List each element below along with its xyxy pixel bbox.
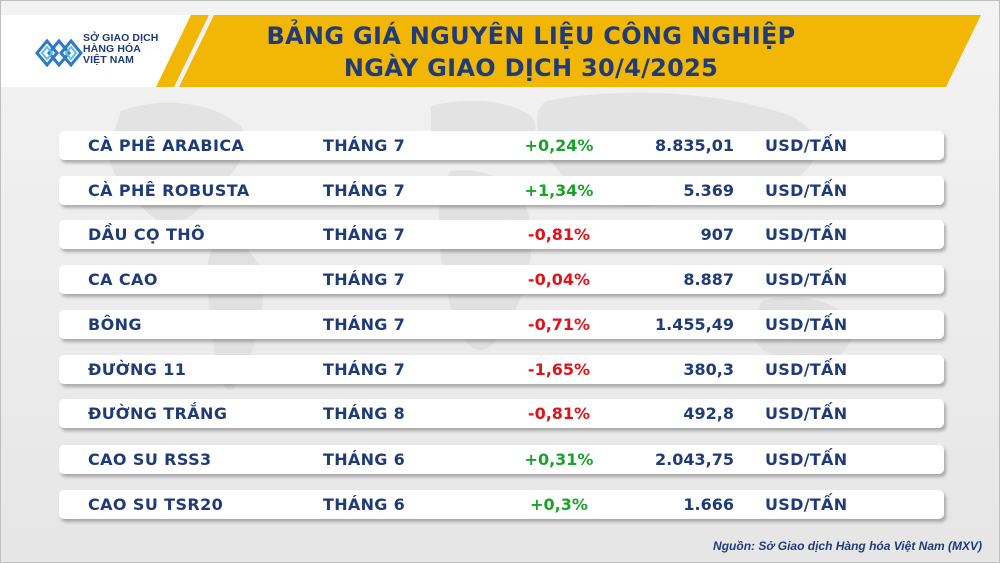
contract-month: THÁNG 6 [323, 495, 406, 514]
table-row: BÔNG THÁNG 7 -0,71% 1.455,49 USD/TẤN [59, 310, 944, 339]
title-line-2: NGÀY GIAO DỊCH 30/4/2025 [343, 54, 719, 82]
logo-line-2: HÀNG HÓA [83, 43, 141, 55]
price-unit: USD/TẤN [765, 136, 848, 155]
price-change: +0,3% [530, 495, 588, 514]
price-value: 380,3 [683, 360, 734, 379]
price-change: +0,31% [524, 450, 594, 469]
price-value: 2.043,75 [655, 450, 734, 469]
source-note: Nguồn: Sở Giao dịch Hàng hóa Việt Nam (M… [713, 539, 982, 553]
contract-month: THÁNG 8 [323, 404, 406, 423]
contract-month: THÁNG 7 [323, 225, 406, 244]
commodity-name: CÀ PHÊ ARABICA [88, 136, 245, 155]
price-change: -0,71% [527, 315, 591, 334]
price-unit: USD/TẤN [765, 360, 848, 379]
contract-month: THÁNG 7 [323, 360, 406, 379]
price-value: 492,8 [683, 404, 734, 423]
commodity-name: BÔNG [88, 315, 142, 334]
table-row: CAO SU RSS3 THÁNG 6 +0,31% 2.043,75 USD/… [59, 445, 944, 474]
commodity-name: ĐƯỜNG 11 [88, 360, 187, 379]
table-row: ĐƯỜNG TRẮNG THÁNG 8 -0,81% 492,8 USD/TẤN [59, 399, 944, 428]
price-change: -0,04% [527, 270, 591, 289]
logo-line-1: SỞ GIAO DỊCH [83, 32, 159, 44]
header-banner [1, 15, 981, 87]
price-unit: USD/TẤN [765, 225, 848, 244]
price-change: -0,81% [527, 225, 591, 244]
price-unit: USD/TẤN [765, 181, 848, 200]
table-row: ĐƯỜNG 11 THÁNG 7 -1,65% 380,3 USD/TẤN [59, 355, 944, 384]
price-value: 8.887 [683, 270, 734, 289]
price-change: -1,65% [527, 360, 591, 379]
price-value: 1.666 [683, 495, 734, 514]
commodity-name: CA CAO [88, 270, 158, 289]
price-change: +0,24% [524, 136, 594, 155]
contract-month: THÁNG 7 [323, 136, 406, 155]
page-title: BẢNG GIÁ NGUYÊN LIỆU CÔNG NGHIỆP NGÀY GI… [211, 20, 851, 84]
price-unit: USD/TẤN [765, 315, 848, 334]
price-unit: USD/TẤN [765, 495, 848, 514]
logo-text: SỞ GIAO DỊCH HÀNG HÓA VIỆT NAM [83, 33, 159, 66]
price-unit: USD/TẤN [765, 404, 848, 423]
logo-line-3: VIỆT NAM [83, 54, 134, 66]
contract-month: THÁNG 6 [323, 450, 406, 469]
table-row: CÀ PHÊ ROBUSTA THÁNG 7 +1,34% 5.369 USD/… [59, 176, 944, 205]
contract-month: THÁNG 7 [323, 181, 406, 200]
table-row: DẦU CỌ THÔ THÁNG 7 -0,81% 907 USD/TẤN [59, 220, 944, 249]
price-unit: USD/TẤN [765, 270, 848, 289]
price-value: 907 [700, 225, 734, 244]
price-value: 8.835,01 [655, 136, 734, 155]
commodity-name: ĐƯỜNG TRẮNG [88, 404, 228, 423]
price-change: -0,81% [527, 404, 591, 423]
commodity-name: CAO SU TSR20 [88, 495, 224, 514]
table-row: CAO SU TSR20 THÁNG 6 +0,3% 1.666 USD/TẤN [59, 490, 944, 519]
commodity-name: DẦU CỌ THÔ [88, 225, 206, 244]
price-change: +1,34% [524, 181, 594, 200]
table-row: CÀ PHÊ ARABICA THÁNG 7 +0,24% 8.835,01 U… [59, 131, 944, 160]
price-value: 5.369 [683, 181, 734, 200]
price-value: 1.455,49 [655, 315, 734, 334]
title-line-1: BẢNG GIÁ NGUYÊN LIỆU CÔNG NGHIỆP [266, 22, 796, 50]
mxv-logo-icon [35, 38, 83, 68]
table-row: CA CAO THÁNG 7 -0,04% 8.887 USD/TẤN [59, 265, 944, 294]
contract-month: THÁNG 7 [323, 315, 406, 334]
price-unit: USD/TẤN [765, 450, 848, 469]
contract-month: THÁNG 7 [323, 270, 406, 289]
commodity-name: CÀ PHÊ ROBUSTA [88, 181, 250, 200]
commodity-name: CAO SU RSS3 [88, 450, 212, 469]
